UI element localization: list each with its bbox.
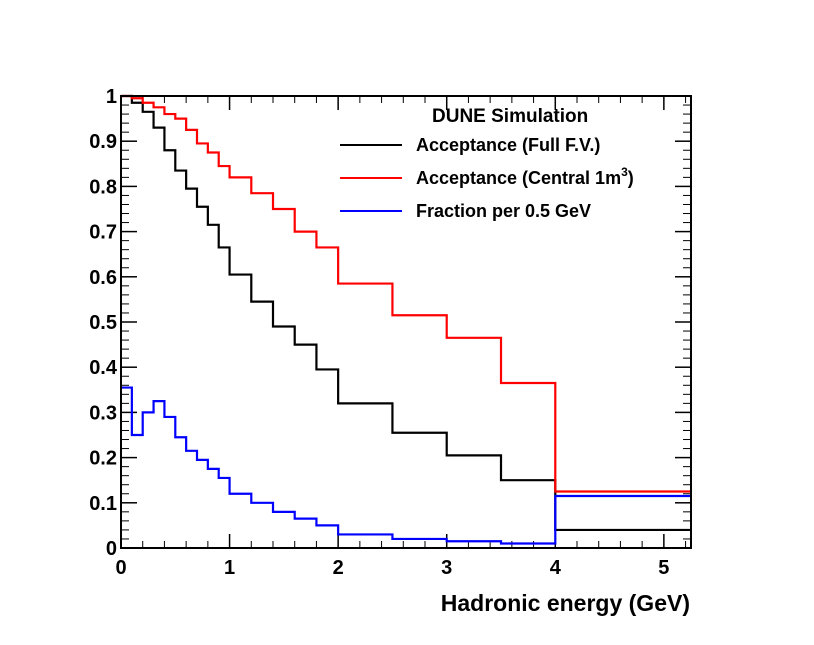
y-tick-label: 0.7 (89, 222, 117, 244)
y-tick-label: 0.2 (89, 448, 117, 470)
x-tick-label: 1 (224, 557, 235, 579)
y-tick-label: 0.9 (89, 131, 117, 153)
legend-label-full-fv: Acceptance (Full F.V.) (416, 135, 600, 155)
x-tick-label: 4 (550, 557, 562, 579)
legend-header: DUNE Simulation (432, 106, 588, 127)
series-line-2 (121, 386, 691, 545)
y-tick-label: 0.4 (89, 357, 118, 379)
x-tick-label: 0 (115, 557, 126, 579)
plot-series (121, 94, 691, 545)
y-tick-label: 0.1 (89, 493, 117, 515)
x-tick-label: 5 (658, 557, 669, 579)
axis-ticks (120, 95, 691, 549)
legend-label-fraction: Fraction per 0.5 GeV (416, 201, 591, 221)
x-tick-label: 2 (333, 557, 344, 579)
plot-frame (120, 95, 692, 549)
y-tick-label: 1 (106, 86, 117, 108)
tick-labels: 0 1 2 3 4 5 0 0.1 0.2 0.3 0.4 0.5 0.6 0.7 0.8 0.9 1 (89, 86, 669, 579)
y-tick-label: 0.6 (89, 267, 117, 289)
x-axis-title: Hadronic energy (GeV) (441, 590, 690, 616)
y-tick-label: 0.3 (89, 402, 117, 424)
legend-label-central-main: Acceptance (Central 1m (416, 168, 621, 188)
y-tick-label: 0.8 (89, 176, 117, 198)
x-tick-label: 3 (441, 557, 452, 579)
legend-label-central: Acceptance (Central 1m3) (416, 165, 634, 188)
y-tick-label: 0 (106, 538, 117, 560)
legend-label-central-sup: 3 (621, 165, 628, 179)
series-line-0 (121, 94, 691, 532)
series-line-1 (121, 94, 691, 493)
legend: DUNE Simulation Acceptance (Full F.V.) A… (340, 106, 634, 221)
legend-label-central-suffix: ) (628, 168, 634, 188)
y-tick-label: 0.5 (89, 312, 117, 334)
